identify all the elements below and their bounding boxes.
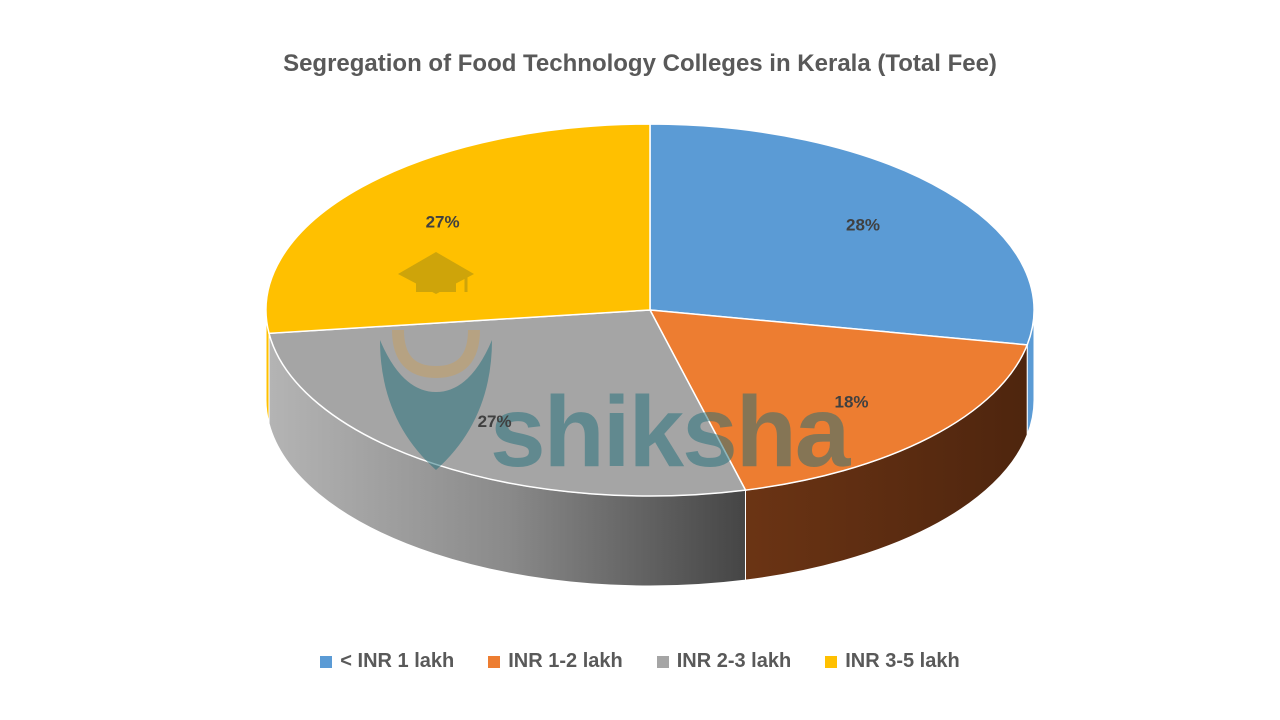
legend-swatch-0 [320, 655, 333, 668]
data-label-1: 18% [835, 393, 869, 412]
legend-label-3: INR 3-5 lakh [845, 650, 960, 672]
pie-sides [265, 309, 1035, 587]
legend-label-2: INR 2-3 lakh [676, 650, 792, 672]
pie-slice-0 [649, 123, 1035, 346]
legend-label-0: < INR 1 lakh [340, 650, 455, 672]
chart-title: Segregation of Food Technology Colleges … [283, 50, 997, 77]
legend-label-1: INR 1-2 lakh [508, 650, 623, 672]
shiksha-watermark: shiksha [380, 252, 854, 488]
data-label-0: 28% [846, 216, 880, 235]
pie-slice-1 [648, 309, 1029, 491]
data-labels: 28% 18% 27% 27% [426, 212, 880, 430]
legend-swatch-1 [488, 655, 501, 668]
data-label-3: 27% [426, 212, 460, 231]
graduation-cap-icon [398, 252, 474, 294]
data-label-2: 27% [478, 412, 512, 431]
legend: < INR 1 lakh INR 1-2 lakh INR 2-3 lakh INR … [0, 650, 1280, 673]
pie-slices [265, 123, 1035, 497]
legend-swatch-2 [656, 655, 669, 668]
legend-item-2: INR 2-3 lakh [656, 650, 792, 673]
watermark-text: shiksha [490, 376, 852, 488]
legend-item-0: < INR 1 lakh [320, 650, 454, 673]
legend-item-1: INR 1-2 lakh [488, 650, 623, 673]
tuning-fork-icon [380, 329, 492, 470]
pie-slice-3 [265, 123, 651, 335]
legend-swatch-3 [825, 655, 838, 668]
legend-item-3: INR 3-5 lakh [825, 650, 960, 673]
